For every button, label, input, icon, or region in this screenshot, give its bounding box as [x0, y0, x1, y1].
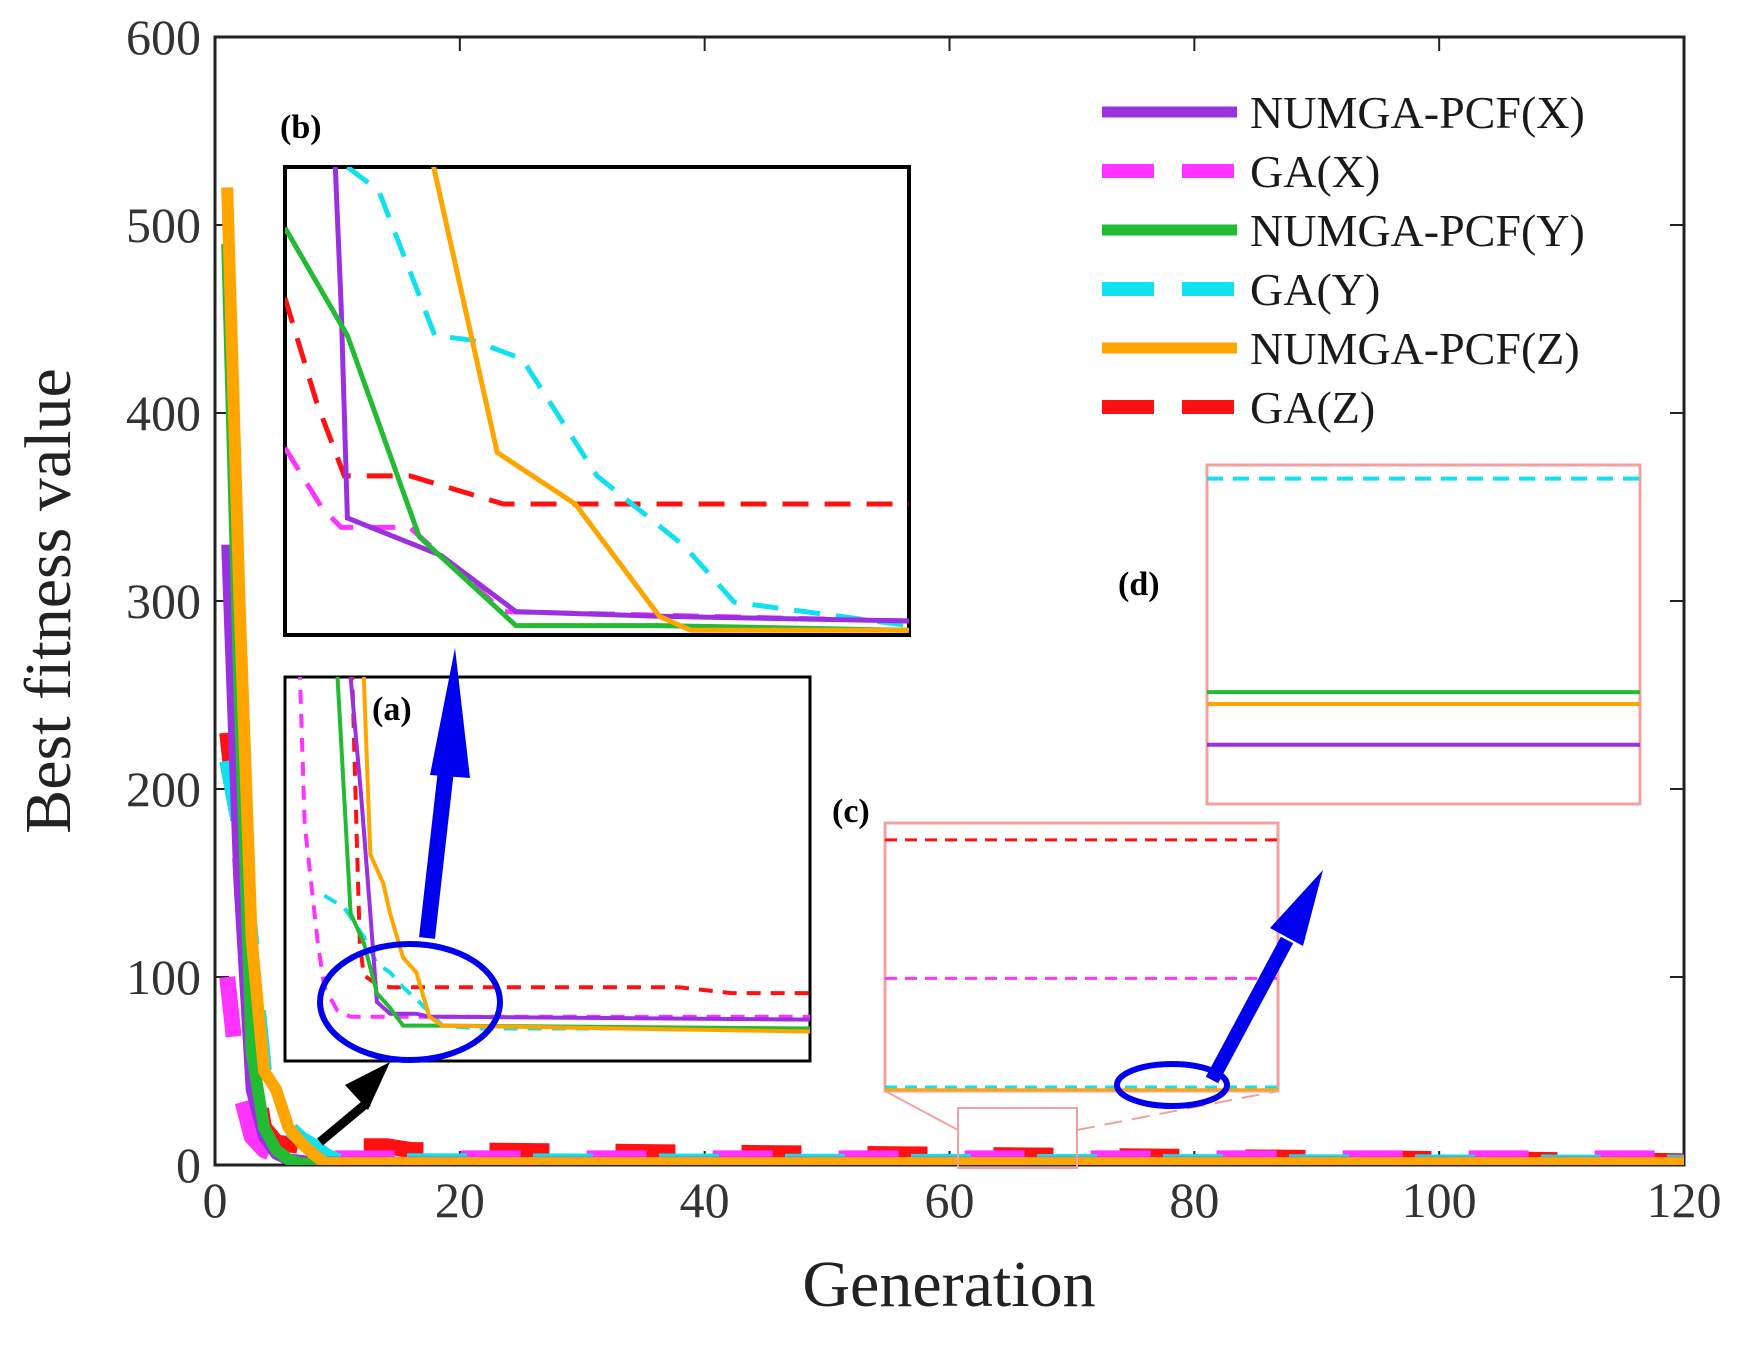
x-tick-label-6: 120: [1647, 1172, 1722, 1228]
panel-label-d: (d): [1118, 566, 1160, 603]
x-axis-title: Generation: [802, 1248, 1095, 1321]
tick-labels: 0 20 40 60 80 100 120 0 100 200 300 400 500 600: [126, 9, 1722, 1228]
legend-label-0: NUMGA-PCF(X): [1250, 87, 1585, 138]
series-line-4: [221, 187, 1684, 1165]
arrows: [317, 648, 1323, 1169]
inset-b: [283, 165, 911, 637]
inset-a-line-5: [361, 677, 810, 1034]
series-line-5: [219, 731, 1684, 1165]
arrow-a-to-b-head: [430, 648, 470, 778]
legend-label-5: GA(Z): [1250, 382, 1375, 433]
panel-labels: (a) (b) (c) (d): [280, 109, 1160, 830]
y-tick-label-5: 500: [126, 197, 201, 253]
y-tick-label-3: 300: [126, 573, 201, 629]
legend-label-2: NUMGA-PCF(Y): [1250, 205, 1585, 256]
y-tick-label-2: 200: [126, 761, 201, 817]
legend: NUMGA-PCF(X) GA(X) NUMGA-PCF(Y) GA(Y) NUMGA-…: [1102, 87, 1585, 433]
inset-b-line-5: [431, 167, 909, 633]
legend-label-3: GA(Y): [1250, 264, 1380, 315]
y-tick-label-6: 600: [126, 9, 201, 65]
legend-label-4: NUMGA-PCF(Z): [1250, 323, 1580, 374]
panel-label-c: (c): [832, 793, 870, 830]
panel-label-b: (b): [280, 109, 322, 146]
highlight-ellipse-c: [1114, 1061, 1230, 1109]
x-tick-label-1: 20: [435, 1172, 485, 1228]
highlight-ellipse-a: [317, 941, 503, 1063]
zoom-connector-right: [1076, 1090, 1279, 1131]
zoom-connector-left: [884, 1090, 959, 1131]
y-axis-title: Best fitness value: [12, 368, 85, 834]
inset-a: [283, 675, 812, 1063]
arrow-c-to-d-shaft: [1205, 936, 1294, 1084]
zoom-region-box: [957, 1107, 1078, 1169]
inset-d-frame: [1205, 463, 1642, 806]
x-tick-label-2: 40: [680, 1172, 730, 1228]
x-tick-label-5: 100: [1402, 1172, 1477, 1228]
panel-label-a: (a): [372, 691, 412, 728]
inset-a-frame: [283, 675, 812, 1063]
x-tick-label-4: 80: [1169, 1172, 1219, 1228]
legend-label-1: GA(X): [1250, 146, 1380, 197]
x-tick-label-3: 60: [925, 1172, 975, 1228]
arrow-to-a-head: [345, 1062, 390, 1110]
y-tick-label-0: 0: [176, 1137, 201, 1193]
inset-b-line-4: [285, 226, 909, 633]
inset-d: [1205, 463, 1642, 806]
arrow-a-to-b-shaft: [419, 769, 454, 939]
inset-b-line-2: [345, 167, 909, 629]
arrow-c-to-d-head: [1270, 870, 1323, 946]
inset-c: [883, 821, 1280, 1093]
insets: [283, 165, 1642, 1093]
inset-a-line-1: [297, 677, 810, 1019]
inset-b-frame: [283, 165, 911, 637]
y-tick-label-1: 100: [126, 949, 201, 1005]
arrow-to-a-shaft: [317, 1098, 371, 1146]
inset-a-line-4: [335, 677, 810, 1031]
inset-b-line-0: [285, 297, 909, 507]
x-tick-label-0: 0: [203, 1172, 228, 1228]
inset-c-frame: [883, 821, 1280, 1093]
y-tick-label-4: 400: [126, 385, 201, 441]
inset-a-line-0: [350, 677, 810, 996]
series-main: [219, 187, 1684, 1165]
